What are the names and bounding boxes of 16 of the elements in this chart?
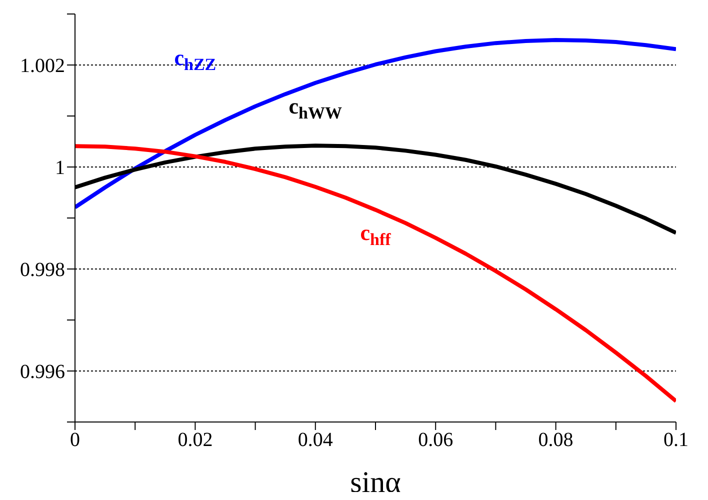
- y-tick-label: 1: [55, 157, 65, 180]
- line-series: [75, 38, 676, 210]
- x-tick-label: 0.08: [538, 429, 574, 452]
- y-tick-label: 1.002: [20, 55, 65, 78]
- x-tick-label: 0.1: [664, 429, 688, 452]
- series-label: c$_{hWW}$: [288, 94, 342, 123]
- x-tick-label: 0.02: [178, 429, 213, 452]
- series-label: c$_{hff}$: [360, 220, 392, 249]
- x-axis-title: sinα: [350, 466, 402, 499]
- text: c$_{hZZ}$: [174, 44, 216, 74]
- y-tick-label: 0.998: [20, 259, 65, 282]
- x-tick-label: 0.06: [418, 429, 454, 452]
- x-tick-label: 0.04: [298, 429, 333, 452]
- y-tick-label: 0.996: [20, 361, 65, 384]
- x-tick-label: 0: [70, 429, 80, 452]
- line-series: [75, 144, 676, 404]
